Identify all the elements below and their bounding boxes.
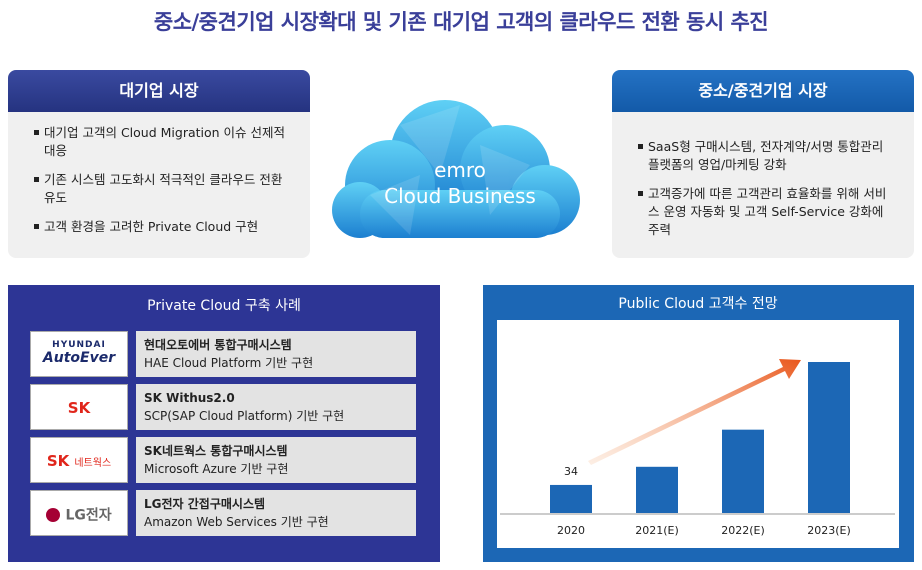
panel-title: 대기업 시장	[8, 70, 310, 112]
logo-text: HYUNDAI	[52, 340, 106, 350]
logo: SK	[30, 384, 128, 430]
x-tick-label: 2022(E)	[721, 524, 765, 537]
bullet: 대기업 고객의 Cloud Migration 이슈 선제적 대응	[34, 124, 288, 160]
case-name: LG전자 간접구매시스템	[144, 497, 266, 511]
bar	[636, 466, 678, 513]
case-desc: Amazon Web Services 기반 구현	[144, 515, 329, 529]
bullet: 기존 시스템 고도화시 적극적인 클라우드 전환 유도	[34, 171, 288, 207]
bullet: 고객 환경을 고려한 Private Cloud 구현	[34, 218, 288, 236]
bullet: SaaS형 구매시스템, 전자계약/서명 통합관리 플랫폼의 영업/마케팅 강화	[638, 138, 892, 174]
bar	[808, 362, 850, 513]
case-name: 현대오토에버 통합구매시스템	[144, 338, 292, 352]
case-row: SK네트웍스 통합구매시스템 Microsoft Azure 기반 구현	[136, 437, 416, 483]
case-row: LG전자 간접구매시스템 Amazon Web Services 기반 구현	[136, 490, 416, 536]
panel-body: SaaS형 구매시스템, 전자계약/서명 통합관리 플랫폼의 영업/마케팅 강화…	[612, 112, 914, 258]
cloud-graphic: emro Cloud Business	[332, 100, 580, 238]
x-tick-label: 2021(E)	[635, 524, 679, 537]
logo: SK 네트웍스	[30, 437, 128, 483]
cloud-line2: Cloud Business	[384, 184, 536, 208]
growth-arrow	[588, 359, 801, 465]
chart-title: Public Cloud 고객수 전망	[618, 296, 777, 312]
logo-text: SK	[67, 399, 91, 417]
chart-panel: Public Cloud 고객수 전망 2020 34 2021(E) 2022(E)…	[483, 285, 914, 562]
case-desc: Microsoft Azure 기반 구현	[144, 462, 289, 476]
logo-text: LG전자	[65, 507, 112, 524]
page-title: 중소/중견기업 시장확대 및 기존 대기업 고객의 클라우드 전환 동시 추진	[153, 10, 769, 34]
cases-panel: Private Cloud 구축 사례 HYUNDAI AutoEver 현대오…	[8, 285, 440, 562]
bullet: 고객증가에 따른 고객관리 효율화를 위해 서비스 운영 자동화 및 고객 Se…	[638, 185, 892, 239]
case-desc: HAE Cloud Platform 기반 구현	[144, 356, 314, 370]
cases-title: Private Cloud 구축 사례	[147, 298, 301, 314]
panel-title: 중소/중견기업 시장	[612, 70, 914, 112]
case-name: SK네트웍스 통합구매시스템	[144, 444, 288, 458]
logo-sub: 네트웍스	[74, 458, 112, 469]
panel-body: 대기업 고객의 Cloud Migration 이슈 선제적 대응 기존 시스템…	[8, 112, 310, 258]
x-tick-label: 2023(E)	[807, 524, 851, 537]
case-desc: SCP(SAP Cloud Platform) 기반 구현	[144, 409, 345, 423]
bar	[722, 429, 764, 513]
bar	[550, 484, 592, 513]
smb-panel: 중소/중견기업 시장 SaaS형 구매시스템, 전자계약/서명 통합관리 플랫폼…	[612, 70, 914, 258]
chart: Public Cloud 고객수 전망 2020 34 2021(E) 2022(E)…	[497, 296, 899, 548]
case-row: 현대오토에버 통합구매시스템 HAE Cloud Platform 기반 구현	[136, 331, 416, 377]
value-label: 34	[564, 465, 578, 478]
logo: HYUNDAI AutoEver	[30, 331, 128, 377]
cloud-line1: emro	[434, 158, 486, 182]
logo-sub: AutoEver	[42, 350, 116, 366]
x-tick-label: 2020	[557, 524, 585, 537]
large-enterprise-panel: 대기업 시장 대기업 고객의 Cloud Migration 이슈 선제적 대응…	[8, 70, 310, 258]
logo: LG전자	[30, 490, 128, 536]
case-row: SK Withus2.0 SCP(SAP Cloud Platform) 기반 구…	[136, 384, 416, 430]
case-name: SK Withus2.0	[144, 391, 235, 405]
logo-text: SK	[46, 452, 70, 470]
